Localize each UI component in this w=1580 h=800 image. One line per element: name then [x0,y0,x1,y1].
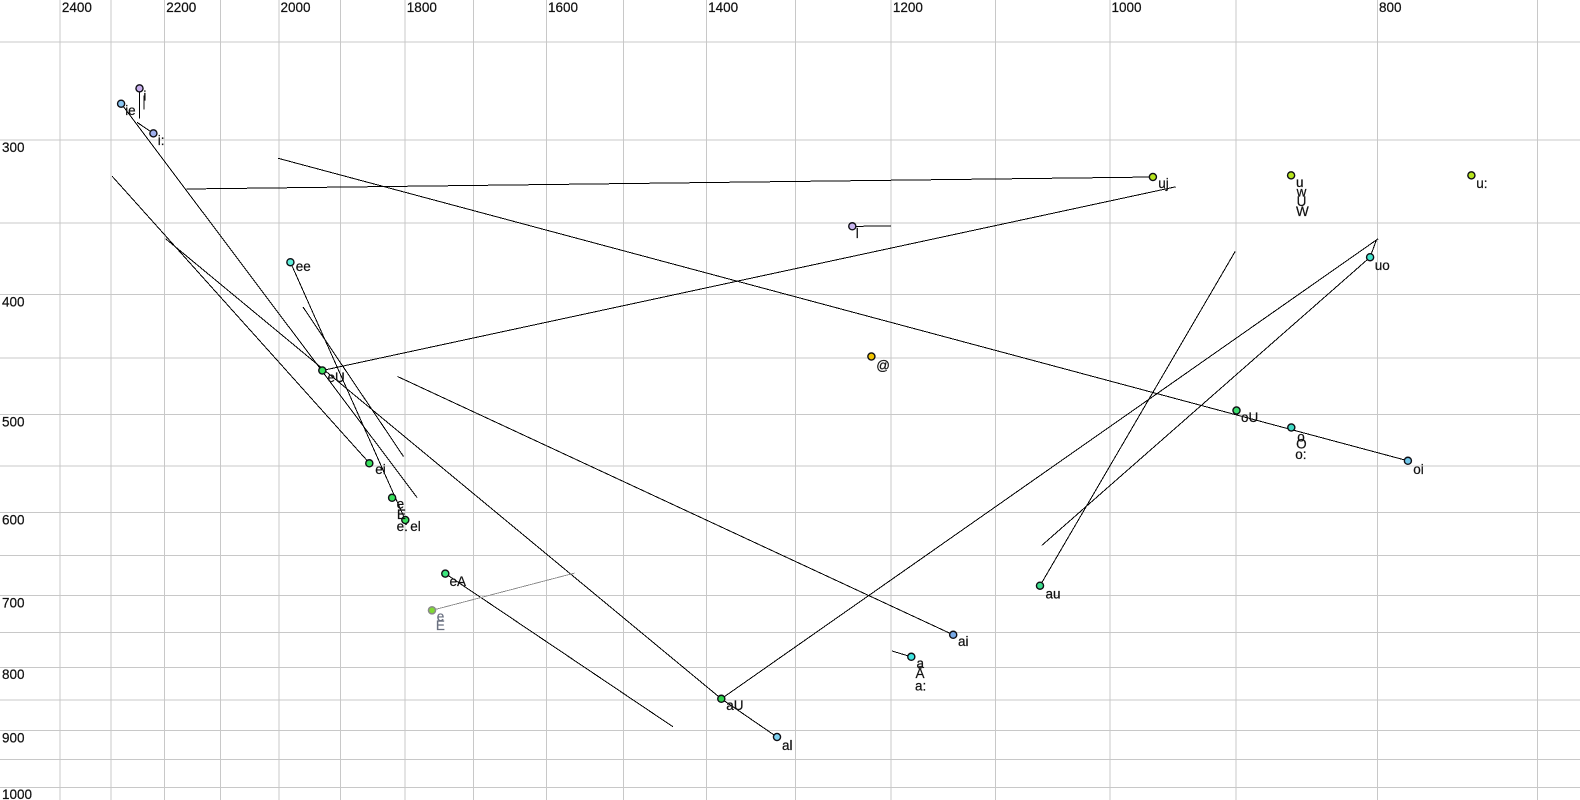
svg-text:w: w [1296,184,1307,199]
svg-text:O: O [1296,437,1307,452]
svg-text:600: 600 [2,513,25,528]
svg-text:e: e [437,609,445,624]
svg-text:i: i [143,89,146,104]
svg-text:300: 300 [2,140,25,155]
svg-text:i:: i: [158,133,165,148]
svg-text:1800: 1800 [407,0,437,15]
svg-text:aU: aU [726,698,743,713]
svg-text:Å: Å [916,666,925,681]
svg-text:E: E [397,507,406,522]
svg-text:u: u [1296,175,1304,190]
svg-text:2000: 2000 [281,0,311,15]
svg-text:ei: ei [375,462,386,477]
svg-text:uj: uj [1158,176,1169,191]
svg-text:o: o [1297,430,1305,445]
svg-text:400: 400 [2,295,25,310]
svg-text:1000: 1000 [1112,0,1142,15]
svg-text:eA: eA [450,574,467,589]
svg-text:u:: u: [1476,176,1487,191]
svg-text:1000: 1000 [2,787,32,800]
svg-text:oU: oU [1241,410,1258,425]
svg-text:e: e [397,497,405,512]
svg-text:eU: eU [328,370,345,385]
svg-text:oi: oi [1413,462,1424,477]
svg-text:500: 500 [2,415,25,430]
svg-text:uo: uo [1375,258,1390,273]
svg-text:ie: ie [125,103,136,118]
svg-text:1400: 1400 [708,0,738,15]
svg-text:a: a [917,656,925,671]
svg-text:1600: 1600 [548,0,578,15]
svg-text:U: U [1297,194,1307,209]
svg-text:a:: a: [915,678,926,693]
svg-text:el: el [410,519,421,534]
svg-text:W: W [1296,204,1309,219]
svg-text:l: l [856,226,859,241]
svg-text:2200: 2200 [166,0,196,15]
svg-text:900: 900 [2,731,25,746]
svg-text:E: E [436,618,445,633]
svg-text:au: au [1046,587,1061,602]
svg-text:o:: o: [1295,447,1306,462]
svg-text:al: al [782,738,793,753]
svg-text:800: 800 [1379,0,1402,15]
svg-text:ai: ai [958,634,969,649]
svg-text:e:: e: [397,519,408,534]
svg-text:800: 800 [2,667,25,682]
svg-text:2400: 2400 [62,0,92,15]
svg-text:1200: 1200 [893,0,923,15]
svg-text:ee: ee [296,259,311,274]
svg-text:@: @ [876,358,890,373]
svg-text:700: 700 [2,595,25,610]
